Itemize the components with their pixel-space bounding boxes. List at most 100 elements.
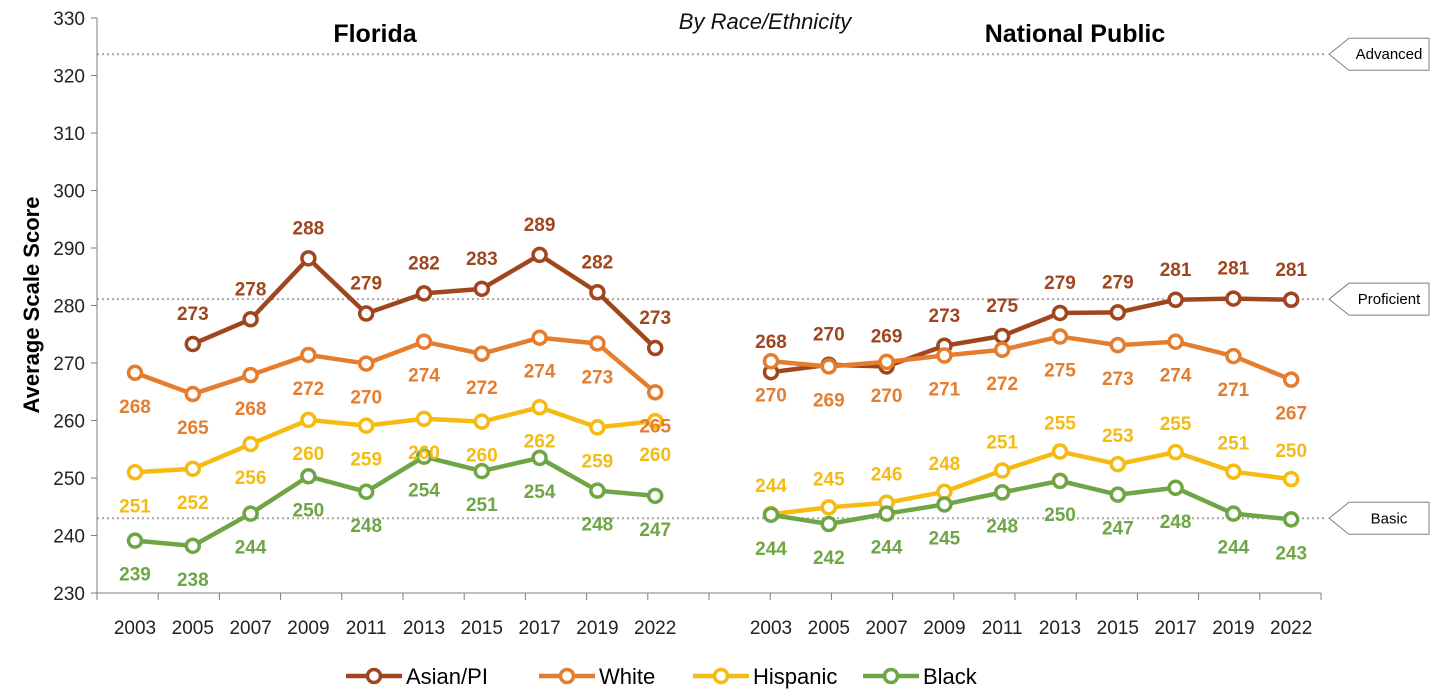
series-line-florida-hispanic <box>134 405 656 475</box>
series-line-national-public-white <box>770 334 1293 382</box>
data-label-white: 270 <box>871 386 903 407</box>
data-label-black: 244 <box>871 538 903 559</box>
data-point-hispanic <box>646 412 664 430</box>
y-tick-label: 240 <box>53 527 85 548</box>
x-tick-label: 2022 <box>634 618 676 639</box>
data-point-white <box>415 333 433 350</box>
x-tick-label: 2011 <box>982 618 1023 639</box>
data-point-asian-pi <box>242 311 259 328</box>
data-point-black <box>126 532 144 549</box>
data-label-asian-pi: 270 <box>813 325 845 346</box>
x-tick-label: 2013 <box>403 618 445 639</box>
data-label-black: 254 <box>408 481 440 502</box>
data-label-white: 272 <box>466 378 498 399</box>
data-label-black: 244 <box>755 539 787 560</box>
data-label-asian-pi: 289 <box>524 215 556 236</box>
data-label-asian-pi: 268 <box>755 332 787 353</box>
data-point-hispanic <box>184 460 202 478</box>
data-label-white: 274 <box>1160 366 1192 387</box>
data-point-white <box>993 341 1011 359</box>
data-point-hispanic <box>820 499 838 516</box>
data-label-black: 242 <box>813 548 845 569</box>
data-label-white: 272 <box>986 374 1018 395</box>
data-point-black <box>646 487 664 505</box>
legend-label-hispanic: Hispanic <box>753 664 837 689</box>
data-label-hispanic: 259 <box>582 451 614 472</box>
data-label-asian-pi: 273 <box>929 306 961 327</box>
data-point-asian-pi <box>300 250 317 267</box>
data-label-asian-pi: 281 <box>1218 259 1250 280</box>
data-label-hispanic: 248 <box>929 454 961 475</box>
callout-label-basic: Basic <box>1371 510 1408 527</box>
data-point-white <box>531 329 548 346</box>
data-label-black: 244 <box>235 538 267 559</box>
x-tick-label: 2022 <box>1270 618 1312 639</box>
data-label-black: 238 <box>177 570 209 591</box>
series-line-national-public-black <box>770 478 1292 527</box>
chart-subtitle: By Race/Ethnicity <box>679 9 853 34</box>
data-point-hispanic <box>126 464 144 481</box>
data-label-hispanic: 255 <box>1160 414 1192 435</box>
data-point-white <box>126 364 144 382</box>
data-label-white: 274 <box>408 366 440 387</box>
data-label-asian-pi: 288 <box>293 218 325 239</box>
legend-label-asian-pi: Asian/PI <box>406 664 488 689</box>
data-point-asian-pi <box>357 305 375 322</box>
callout-advanced <box>1328 37 1430 71</box>
data-point-white <box>762 353 780 370</box>
data-label-black: 248 <box>582 515 614 536</box>
axes: 230 240 250 260 270 280 290 300 310 320 330 2003 200… <box>53 9 1322 639</box>
data-label-white: 271 <box>1218 380 1250 401</box>
data-label-hispanic: 255 <box>1044 414 1076 435</box>
x-tick-label: 2017 <box>518 618 560 639</box>
legend-swatch-marker-white <box>558 667 576 685</box>
data-label-black: 245 <box>929 528 961 549</box>
data-point-asian-pi <box>1109 304 1127 321</box>
data-label-white: 265 <box>639 416 671 437</box>
x-tick-label: 2003 <box>114 618 156 639</box>
data-label-black: 254 <box>524 482 556 503</box>
callout-label-proficient: Proficient <box>1358 291 1421 308</box>
data-point-hispanic <box>1225 463 1242 480</box>
data-point-black <box>242 505 259 522</box>
y-tick-label: 230 <box>53 584 85 605</box>
data-label-black: 248 <box>986 516 1018 537</box>
data-point-white <box>184 385 202 403</box>
data-label-asian-pi: 269 <box>871 326 903 347</box>
data-point-asian-pi <box>415 285 433 302</box>
data-point-hispanic <box>589 419 606 436</box>
data-point-white <box>1167 333 1184 350</box>
data-point-hispanic <box>1109 455 1127 473</box>
data-point-white <box>1109 336 1127 354</box>
x-tick-label: 2009 <box>923 618 965 639</box>
x-tick-label: 2003 <box>750 618 792 639</box>
data-label-asian-pi: 279 <box>1102 272 1134 293</box>
data-point-hispanic <box>1282 470 1300 488</box>
data-label-hispanic: 259 <box>350 450 382 471</box>
data-point-black <box>300 468 317 485</box>
data-label-white: 269 <box>813 390 845 411</box>
data-point-black <box>184 537 202 555</box>
data-point-hispanic <box>993 462 1011 479</box>
legend-label-white: White <box>599 664 655 689</box>
x-tick-label: 2013 <box>1039 618 1081 639</box>
data-label-asian-pi: 278 <box>235 279 267 300</box>
y-tick-label: 330 <box>53 9 85 30</box>
legend-swatch-marker-hispanic <box>712 667 730 685</box>
y-tick-label: 290 <box>53 239 85 260</box>
callout-basic <box>1328 501 1430 535</box>
data-label-hispanic: 246 <box>871 465 903 486</box>
data-label-white: 273 <box>582 367 614 388</box>
data-label-black: 250 <box>293 500 325 521</box>
data-label-asian-pi: 275 <box>986 296 1018 317</box>
data-label-asian-pi: 281 <box>1275 260 1307 281</box>
x-tick-label: 2011 <box>346 618 387 639</box>
data-label-asian-pi: 273 <box>639 308 671 329</box>
data-point-white <box>936 347 953 364</box>
data-point-asian-pi <box>1167 291 1184 308</box>
data-label-black: 251 <box>466 495 498 516</box>
data-point-black <box>531 449 548 467</box>
data-label-white: 267 <box>1275 404 1307 425</box>
